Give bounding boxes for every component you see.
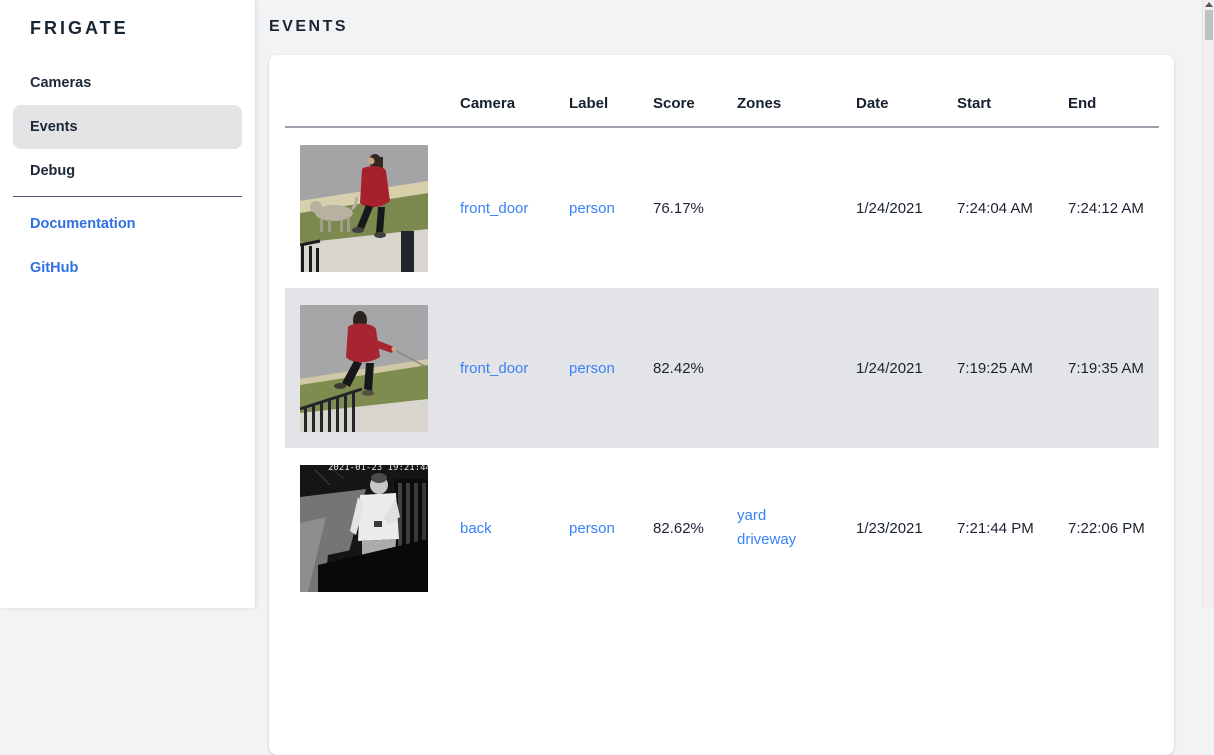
event-date: 1/24/2021 xyxy=(856,199,923,217)
page-title: EVENTS xyxy=(269,18,349,35)
scrollbar[interactable] xyxy=(1202,0,1214,608)
column-header-score: Score xyxy=(653,95,695,112)
column-header-thumbnail xyxy=(285,112,460,126)
scroll-up-arrow-icon[interactable] xyxy=(1204,2,1213,7)
column-header-start: Start xyxy=(957,95,992,112)
sidebar-item-debug[interactable]: Debug xyxy=(30,163,76,179)
event-label-cell: person xyxy=(569,200,653,217)
camera-link[interactable]: back xyxy=(460,519,492,537)
sidebar-link-documentation[interactable]: Documentation xyxy=(30,216,136,232)
event-date: 1/23/2021 xyxy=(856,519,923,537)
event-thumbnail[interactable]: 2021-01-23 19:21:44 xyxy=(285,464,460,592)
event-zones-cell: yard driveway xyxy=(737,504,856,552)
event-thumbnail[interactable] xyxy=(285,144,460,272)
event-row-highlighted[interactable]: front_door person 82.42% 1/24/2021 7:19:… xyxy=(285,288,1159,448)
camera-link[interactable]: front_door xyxy=(460,199,529,217)
event-date: 1/24/2021 xyxy=(856,359,923,377)
column-header-zones: Zones xyxy=(737,95,782,112)
table-header-row: Camera Label Score Zones Date Start End xyxy=(285,55,1159,128)
sidebar-item-events[interactable]: Events xyxy=(13,105,242,149)
event-camera-cell: front_door xyxy=(460,200,569,217)
scrollbar-thumb[interactable] xyxy=(1205,10,1213,40)
event-row[interactable]: front_door person 76.17% 1/24/2021 7:24:… xyxy=(285,128,1159,288)
column-header-camera: Camera xyxy=(460,95,516,112)
zone-link[interactable]: driveway xyxy=(737,531,797,548)
event-score: 82.62% xyxy=(653,519,704,537)
thumbnail-person-red-coat-dog xyxy=(300,144,428,272)
column-header-label: Label xyxy=(569,95,609,112)
sidebar: FRIGATE Cameras Events Debug Documentati… xyxy=(0,0,255,608)
event-end-time: 7:19:35 AM xyxy=(1068,359,1144,377)
event-start-time: 7:21:44 PM xyxy=(957,519,1034,537)
column-header-end: End xyxy=(1068,95,1097,112)
sidebar-external-links: Documentation GitHub xyxy=(0,202,255,290)
events-table-card: Camera Label Score Zones Date Start End xyxy=(269,55,1174,755)
event-row[interactable]: 2021-01-23 19:21:44 back person 82.62% y… xyxy=(285,448,1159,608)
event-start-time: 7:19:25 AM xyxy=(957,359,1033,377)
camera-link[interactable]: front_door xyxy=(460,359,529,377)
sidebar-link-github[interactable]: GitHub xyxy=(30,260,79,276)
event-score: 82.42% xyxy=(653,359,704,377)
thumbnail-timestamp-overlay: 2021-01-23 19:21:44 xyxy=(328,465,428,473)
main-content: EVENTS Camera Label Score Zones Date Sta… xyxy=(255,0,1214,755)
event-label-cell: person xyxy=(569,520,653,537)
event-camera-cell: front_door xyxy=(460,360,569,377)
zone-link[interactable]: yard xyxy=(737,507,767,524)
label-link[interactable]: person xyxy=(569,519,615,537)
sidebar-divider xyxy=(13,196,242,197)
column-header-date: Date xyxy=(856,95,889,112)
event-start-time: 7:24:04 AM xyxy=(957,199,1033,217)
sidebar-item-cameras[interactable]: Cameras xyxy=(30,75,92,91)
app-title: FRIGATE xyxy=(30,18,129,38)
event-end-time: 7:24:12 AM xyxy=(1068,199,1144,217)
event-thumbnail[interactable] xyxy=(285,304,460,432)
label-link[interactable]: person xyxy=(569,199,615,217)
event-score: 76.17% xyxy=(653,199,704,217)
sidebar-nav: Cameras Events Debug xyxy=(0,61,255,193)
event-end-time: 7:22:06 PM xyxy=(1068,519,1145,537)
event-camera-cell: back xyxy=(460,520,569,537)
thumbnail-person-night-infrared: 2021-01-23 19:21:44 xyxy=(300,464,428,592)
thumbnail-person-red-hoodie xyxy=(300,304,428,432)
event-label-cell: person xyxy=(569,360,653,377)
label-link[interactable]: person xyxy=(569,359,615,377)
